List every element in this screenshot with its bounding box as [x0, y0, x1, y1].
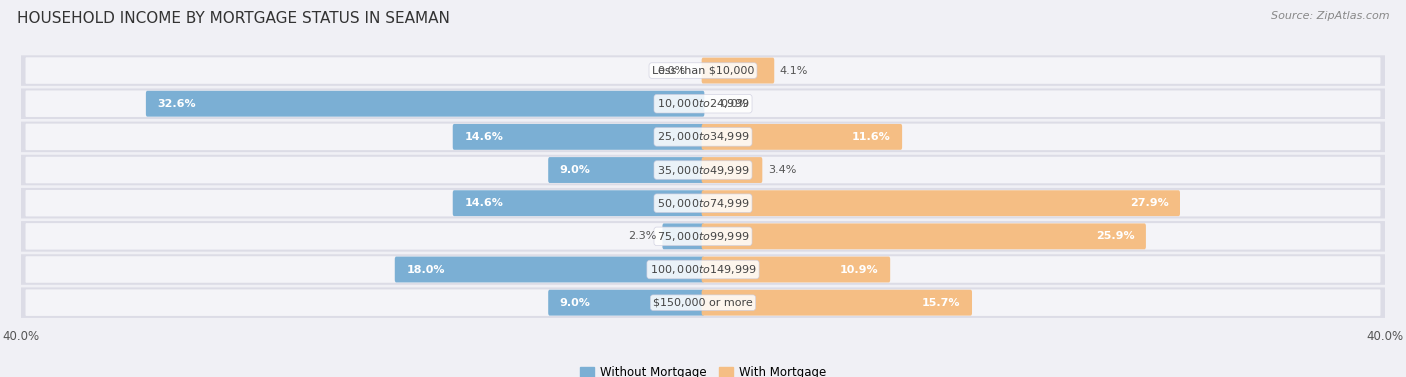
FancyBboxPatch shape: [25, 190, 1381, 216]
FancyBboxPatch shape: [702, 58, 775, 83]
FancyBboxPatch shape: [702, 124, 903, 150]
Text: 14.6%: 14.6%: [464, 198, 503, 208]
FancyBboxPatch shape: [702, 224, 1146, 249]
Text: 4.1%: 4.1%: [780, 66, 808, 75]
FancyBboxPatch shape: [20, 221, 1386, 251]
Text: 11.6%: 11.6%: [852, 132, 890, 142]
Text: 10.9%: 10.9%: [839, 265, 879, 274]
Text: 27.9%: 27.9%: [1129, 198, 1168, 208]
FancyBboxPatch shape: [662, 224, 704, 249]
FancyBboxPatch shape: [20, 89, 1386, 119]
FancyBboxPatch shape: [20, 254, 1386, 285]
FancyBboxPatch shape: [548, 157, 704, 183]
Text: Less than $10,000: Less than $10,000: [652, 66, 754, 75]
FancyBboxPatch shape: [702, 157, 762, 183]
Text: Source: ZipAtlas.com: Source: ZipAtlas.com: [1271, 11, 1389, 21]
Text: $25,000 to $34,999: $25,000 to $34,999: [657, 130, 749, 143]
FancyBboxPatch shape: [702, 290, 972, 316]
Text: $50,000 to $74,999: $50,000 to $74,999: [657, 197, 749, 210]
FancyBboxPatch shape: [702, 190, 1180, 216]
FancyBboxPatch shape: [146, 91, 704, 116]
FancyBboxPatch shape: [20, 55, 1386, 86]
Legend: Without Mortgage, With Mortgage: Without Mortgage, With Mortgage: [581, 366, 825, 377]
Text: 0.0%: 0.0%: [658, 66, 686, 75]
FancyBboxPatch shape: [25, 157, 1381, 183]
FancyBboxPatch shape: [20, 155, 1386, 185]
FancyBboxPatch shape: [25, 57, 1381, 84]
Text: 32.6%: 32.6%: [157, 99, 195, 109]
Text: $150,000 or more: $150,000 or more: [654, 298, 752, 308]
FancyBboxPatch shape: [548, 290, 704, 316]
FancyBboxPatch shape: [453, 124, 704, 150]
Text: 25.9%: 25.9%: [1095, 231, 1135, 241]
FancyBboxPatch shape: [25, 124, 1381, 150]
Text: $75,000 to $99,999: $75,000 to $99,999: [657, 230, 749, 243]
FancyBboxPatch shape: [702, 257, 890, 282]
Text: $10,000 to $24,999: $10,000 to $24,999: [657, 97, 749, 110]
Text: $35,000 to $49,999: $35,000 to $49,999: [657, 164, 749, 176]
FancyBboxPatch shape: [453, 190, 704, 216]
FancyBboxPatch shape: [25, 90, 1381, 117]
Text: $100,000 to $149,999: $100,000 to $149,999: [650, 263, 756, 276]
FancyBboxPatch shape: [25, 290, 1381, 316]
FancyBboxPatch shape: [395, 257, 704, 282]
Text: 9.0%: 9.0%: [560, 165, 591, 175]
Text: 0.0%: 0.0%: [720, 99, 748, 109]
Text: 3.4%: 3.4%: [768, 165, 796, 175]
Text: 15.7%: 15.7%: [922, 298, 960, 308]
Text: 14.6%: 14.6%: [464, 132, 503, 142]
FancyBboxPatch shape: [25, 223, 1381, 250]
FancyBboxPatch shape: [20, 188, 1386, 218]
FancyBboxPatch shape: [25, 256, 1381, 283]
FancyBboxPatch shape: [20, 287, 1386, 318]
Text: 18.0%: 18.0%: [406, 265, 444, 274]
Text: 2.3%: 2.3%: [628, 231, 657, 241]
FancyBboxPatch shape: [20, 122, 1386, 152]
Text: 9.0%: 9.0%: [560, 298, 591, 308]
Text: HOUSEHOLD INCOME BY MORTGAGE STATUS IN SEAMAN: HOUSEHOLD INCOME BY MORTGAGE STATUS IN S…: [17, 11, 450, 26]
